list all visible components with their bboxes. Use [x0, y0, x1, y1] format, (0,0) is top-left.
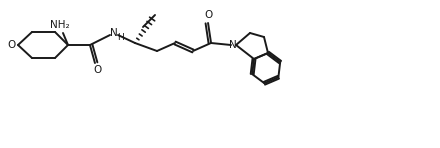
Text: N: N: [229, 40, 237, 50]
Text: NH₂: NH₂: [50, 20, 70, 30]
Text: O: O: [204, 10, 212, 20]
Text: O: O: [7, 40, 15, 50]
Text: N: N: [110, 28, 118, 38]
Text: O: O: [93, 65, 101, 75]
Text: H: H: [117, 33, 123, 41]
